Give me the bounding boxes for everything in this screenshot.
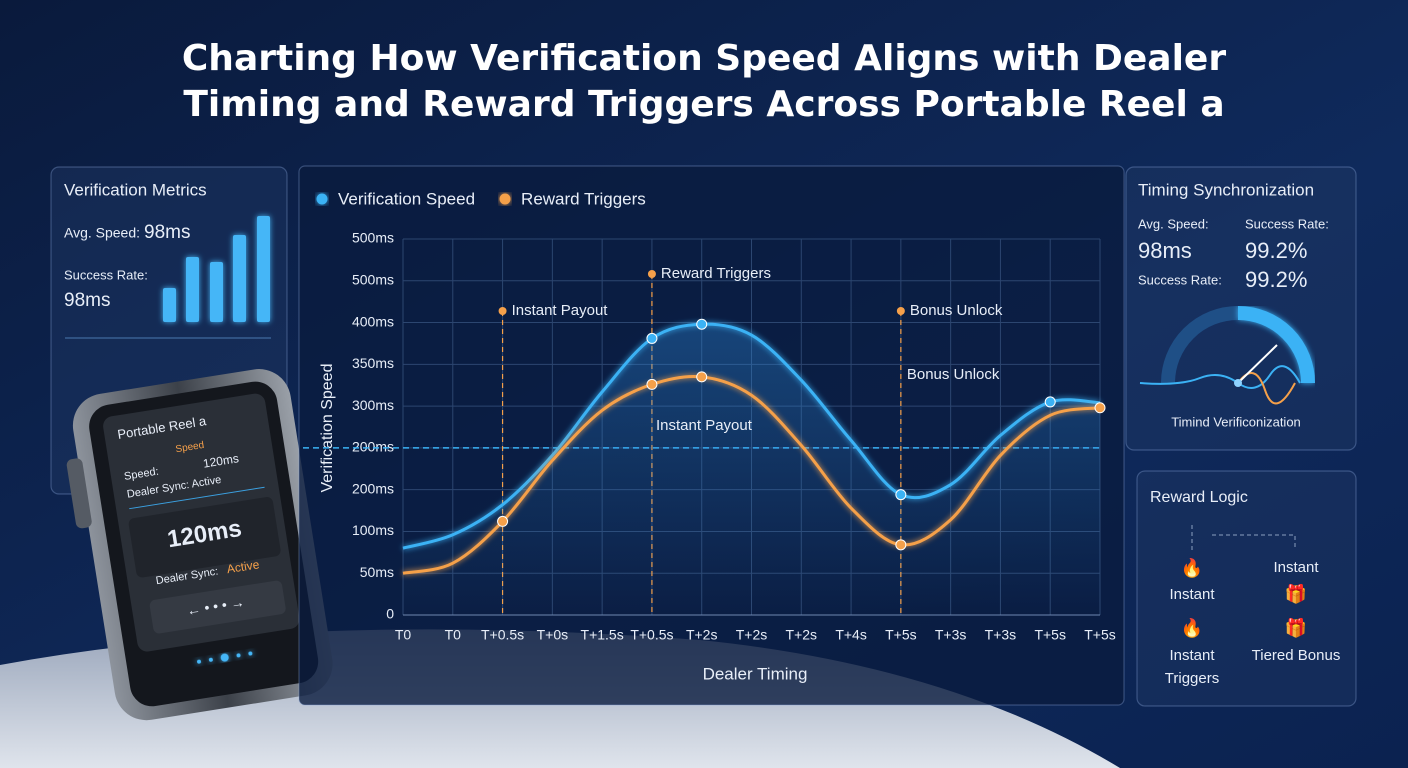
- mini-bars: [163, 216, 270, 322]
- annotation-dot: [896, 307, 905, 315]
- device-label: Speed: [175, 440, 205, 455]
- annotation: Bonus Unlock: [907, 366, 1000, 383]
- title: Timing and Reward Triggers Across Portab…: [183, 84, 1224, 125]
- reward-item: Instant: [1169, 586, 1215, 603]
- y-tick-label: 350ms: [352, 355, 394, 371]
- x-tick-label: T0: [445, 627, 462, 643]
- y-tick-label: 400ms: [352, 313, 394, 329]
- annotation-dot: [647, 270, 656, 278]
- x-tick-label: T+2s: [686, 627, 718, 643]
- y-tick-label: 500ms: [352, 230, 394, 246]
- y-tick-label: 200ms: [352, 480, 394, 496]
- y-tick-label: 200ms: [352, 439, 394, 455]
- annotation: Instant Payout: [656, 417, 753, 434]
- legend-swatch: [499, 193, 511, 205]
- title: Charting How Verification Speed Aligns w…: [182, 38, 1226, 79]
- y-tick-label: 100ms: [352, 522, 394, 538]
- panel-title: Reward Logic: [1150, 489, 1248, 506]
- device-value: 120ms: [202, 451, 240, 470]
- x-tick-label: T+0s: [537, 627, 569, 643]
- point: [696, 371, 708, 383]
- y-tick-label: 0: [386, 606, 394, 622]
- x-tick-label: T+2s: [736, 627, 768, 643]
- panel-title: Verification Metrics: [64, 180, 207, 199]
- svg-text:🎁: 🎁: [1285, 617, 1307, 638]
- point: [895, 539, 907, 551]
- point: [646, 332, 658, 344]
- y-tick-label: 300ms: [352, 397, 394, 413]
- label: Avg. Speed:: [1138, 216, 1209, 231]
- panel-title: Timing Synchronization: [1138, 180, 1314, 199]
- x-tick-label: T+3s: [985, 627, 1017, 643]
- x-tick-label: T+3s: [935, 627, 967, 643]
- value: 98ms: [144, 222, 190, 243]
- x-tick-label: T+1.5s: [581, 627, 624, 643]
- value: 99.2%: [1245, 238, 1307, 263]
- annotation: Instant Payout: [512, 302, 609, 319]
- x-tick-label: T0: [395, 627, 412, 643]
- device: Portable Reel a Speed Speed: 120ms Deale…: [66, 369, 333, 721]
- line: [402, 322, 1101, 550]
- x-tick-label: T+0.5s: [481, 627, 524, 643]
- point: [895, 489, 907, 501]
- value: 98ms: [64, 290, 110, 311]
- gauge: [1139, 306, 1315, 405]
- device-value: Active: [226, 557, 261, 576]
- label: Avg. Speed:: [64, 225, 140, 241]
- x-axis-label: Dealer Timing: [703, 664, 808, 683]
- label: Success Rate:: [1138, 272, 1222, 287]
- label: Success Rate:: [64, 267, 148, 282]
- reward-item: Instant: [1273, 559, 1319, 576]
- label: Success Rate:: [1245, 216, 1329, 231]
- reward-item: Triggers: [1165, 670, 1219, 687]
- y-tick-label: 50ms: [360, 564, 394, 580]
- reward-panel: [1136, 470, 1357, 707]
- x-tick-label: T+4s: [835, 627, 867, 643]
- point: [1044, 396, 1056, 408]
- legend-label: Reward Triggers: [521, 189, 646, 208]
- annotation: Reward Triggers: [661, 265, 771, 282]
- legend-swatch: [316, 193, 328, 205]
- value: 98ms: [1138, 238, 1192, 263]
- svg-text:🔥: 🔥: [1181, 557, 1203, 578]
- point: [1094, 402, 1106, 414]
- x-tick-label: T+5s: [1034, 627, 1066, 643]
- reward-item: Tiered Bonus: [1252, 647, 1341, 664]
- x-tick-label: T+5s: [1084, 627, 1116, 643]
- icons: 🔥 🎁 🔥 🎁: [1181, 557, 1307, 638]
- device-label: Speed:: [123, 466, 159, 483]
- svg-text:🔥: 🔥: [1181, 617, 1203, 638]
- line: [402, 374, 1101, 575]
- svg-text:🎁: 🎁: [1285, 583, 1307, 604]
- y-axis-label: Verification Speed: [319, 364, 336, 493]
- connector: [1191, 525, 1296, 552]
- gauge-caption: Timind Verificonization: [1171, 414, 1301, 429]
- area: [403, 324, 1100, 615]
- legend-label: Verification Speed: [338, 189, 475, 208]
- x-tick-label: T+2s: [786, 627, 818, 643]
- x-tick-label: T+0.5s: [630, 627, 673, 643]
- reward-item: Instant: [1169, 647, 1215, 664]
- point: [497, 515, 509, 527]
- annotation-dot: [498, 307, 507, 315]
- y-tick-label: 500ms: [352, 271, 394, 287]
- point: [646, 378, 658, 390]
- point: [696, 318, 708, 330]
- annotation: Bonus Unlock: [910, 302, 1003, 319]
- value: 99.2%: [1245, 267, 1307, 292]
- x-tick-label: T+5s: [885, 627, 917, 643]
